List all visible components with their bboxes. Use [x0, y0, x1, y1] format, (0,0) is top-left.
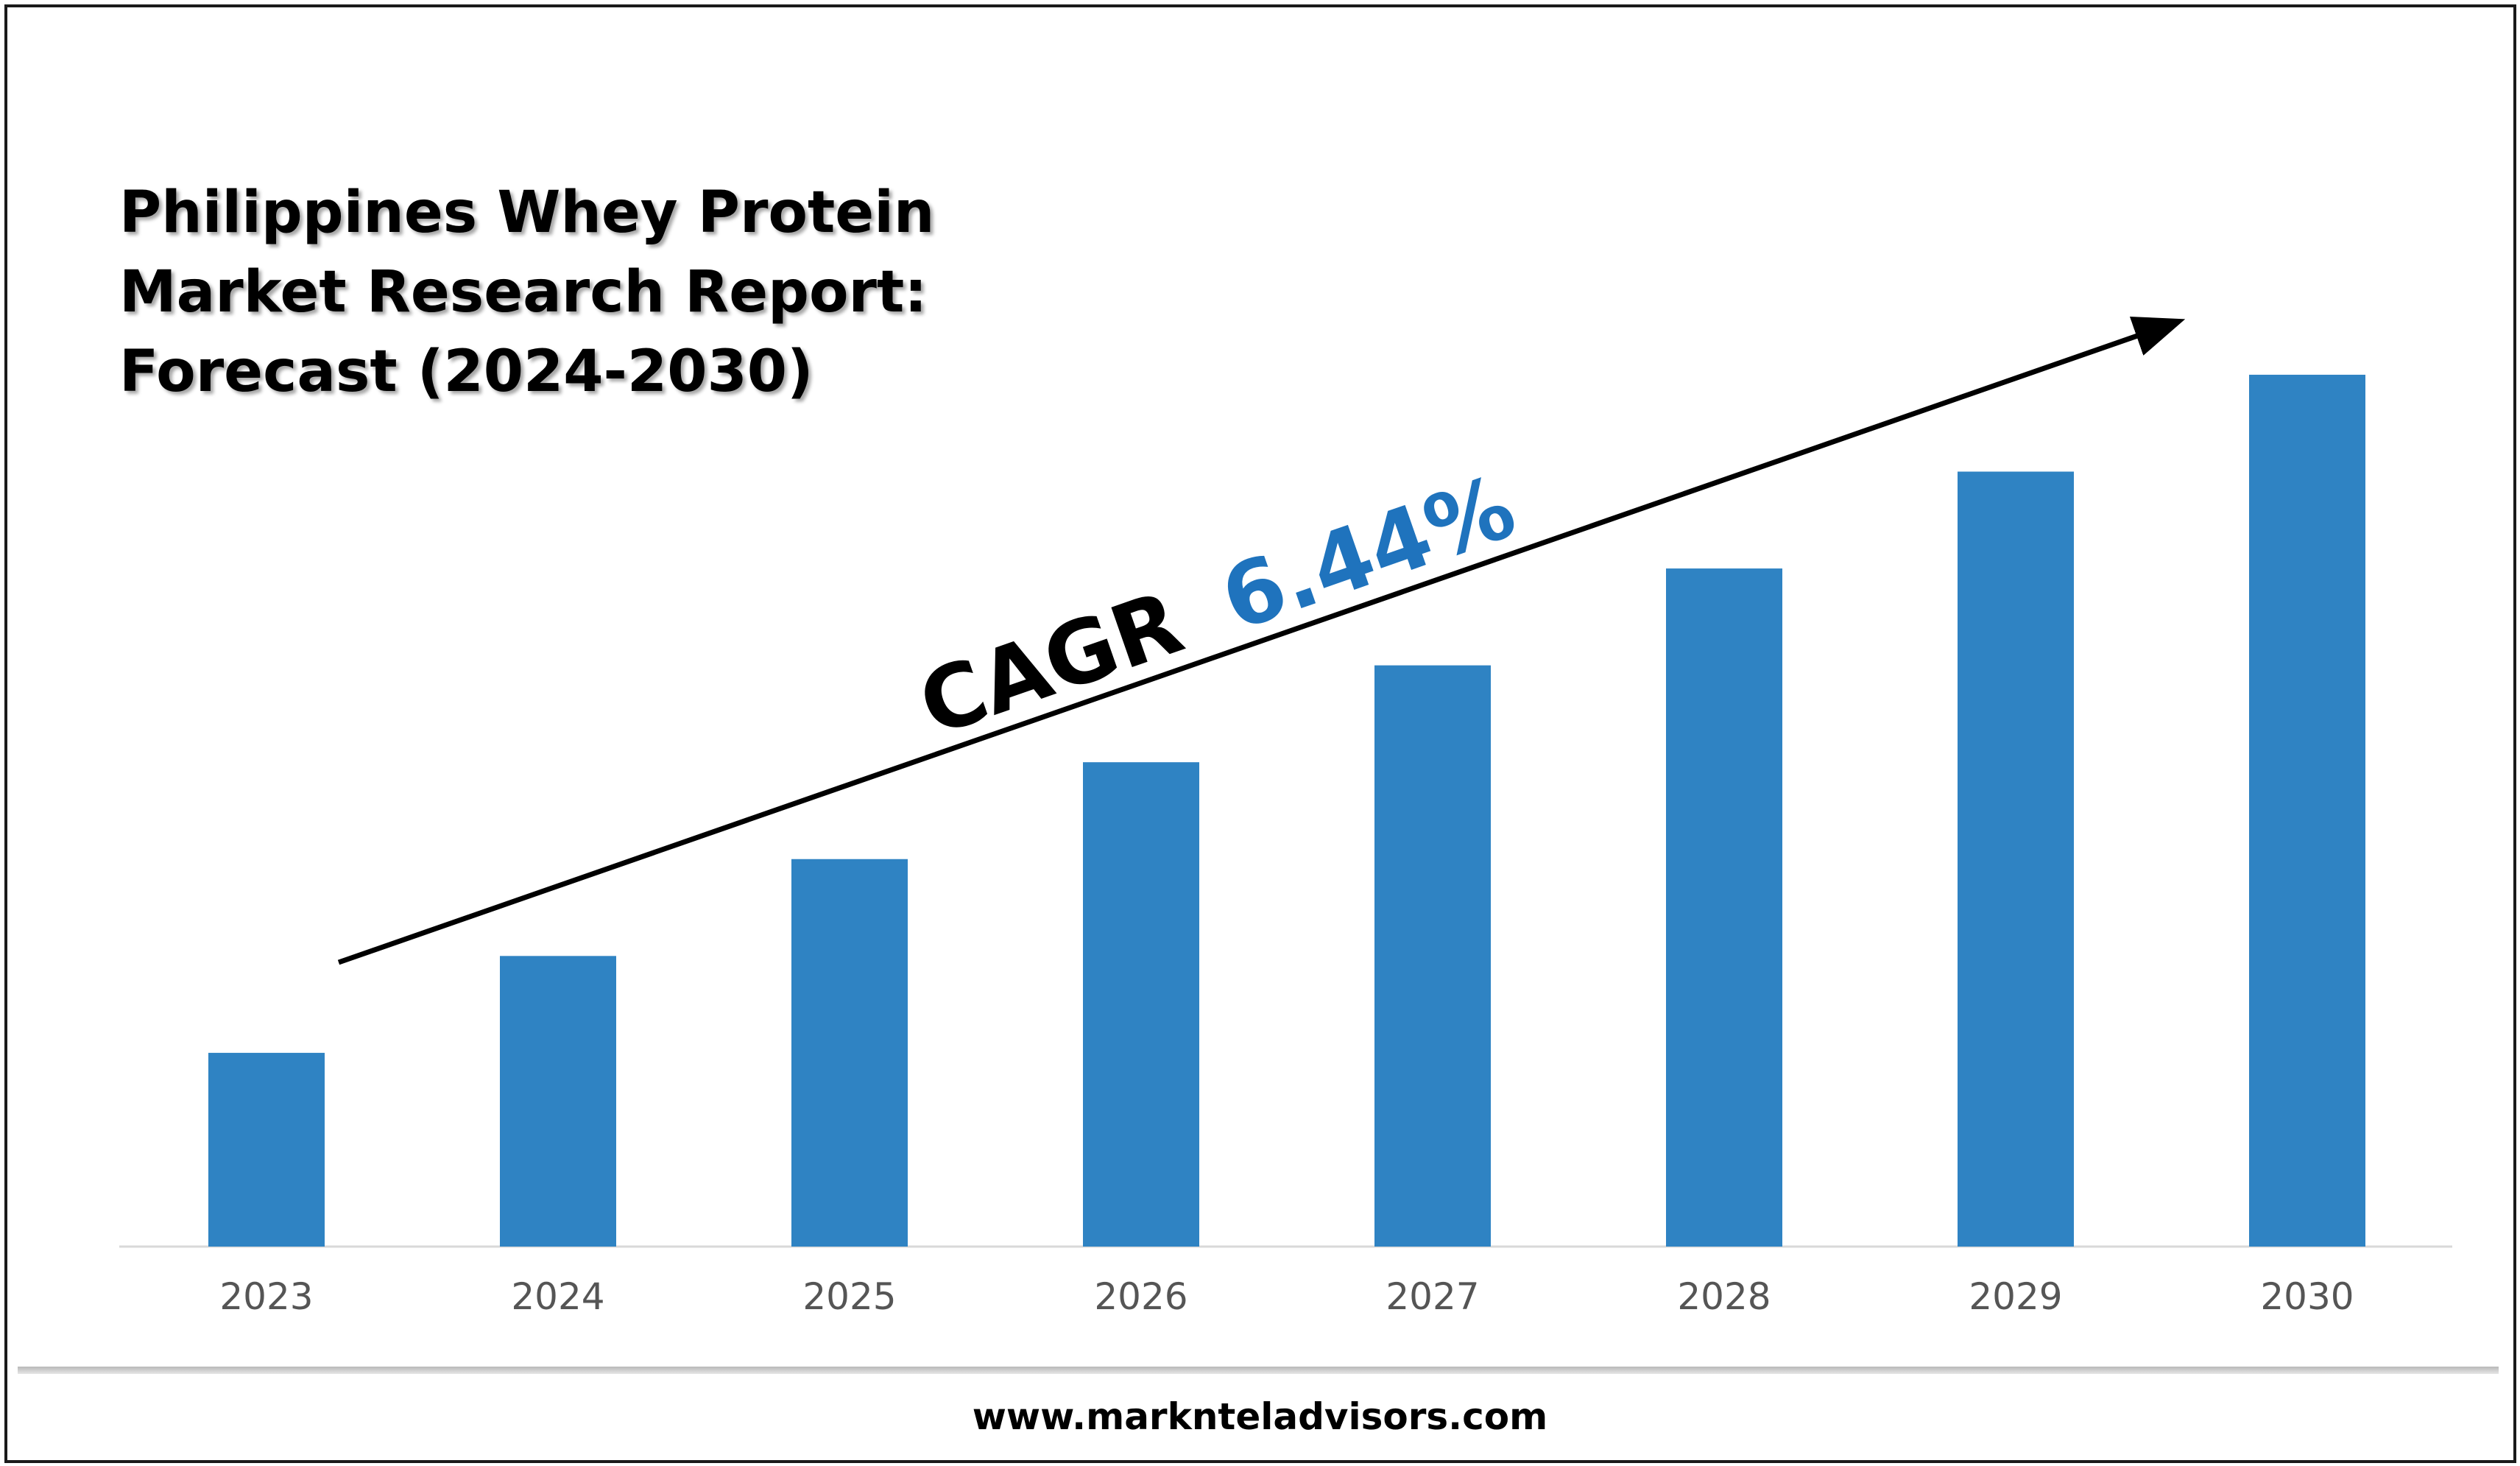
chart-title: Philippines Whey Protein Market Research… [119, 173, 1003, 412]
bar-2023 [208, 1052, 325, 1247]
x-tick-label-2024: 2024 [511, 1275, 604, 1318]
bar-2027 [1374, 665, 1491, 1247]
bar-2029 [1958, 471, 2074, 1247]
title-line-3: Forecast (2024-2030) [119, 339, 813, 405]
x-tick-labels: 2023 2024 2025 2026 2027 2028 2029 2030 [219, 1275, 2354, 1318]
x-tick-label-2025: 2025 [802, 1275, 896, 1318]
x-tick-label-2027: 2027 [1386, 1275, 1479, 1318]
bar-2026 [1083, 762, 1199, 1247]
x-tick-label-2030: 2030 [2260, 1275, 2354, 1318]
x-tick-label-2028: 2028 [1677, 1275, 1771, 1318]
bar-2030 [2249, 374, 2365, 1247]
cagr-value: 6.44% [1209, 456, 1527, 651]
bars-group [208, 374, 2365, 1247]
x-tick-label-2023: 2023 [219, 1275, 313, 1318]
bar-2028 [1666, 568, 1782, 1247]
chart-frame [4, 4, 2516, 1463]
bar-2025 [791, 859, 908, 1247]
title-line-2: Market Research Report: [119, 259, 928, 325]
cagr-trend-arrow [337, 316, 2186, 965]
footer-url: www.marknteladvisors.com [972, 1395, 1548, 1438]
footer-divider [18, 1367, 2499, 1374]
cagr-prefix: CAGR [907, 571, 1195, 756]
x-tick-label-2026: 2026 [1094, 1275, 1187, 1318]
title-line-1: Philippines Whey Protein [119, 180, 935, 246]
x-tick-label-2029: 2029 [1969, 1275, 2062, 1318]
bar-2024 [500, 956, 616, 1247]
